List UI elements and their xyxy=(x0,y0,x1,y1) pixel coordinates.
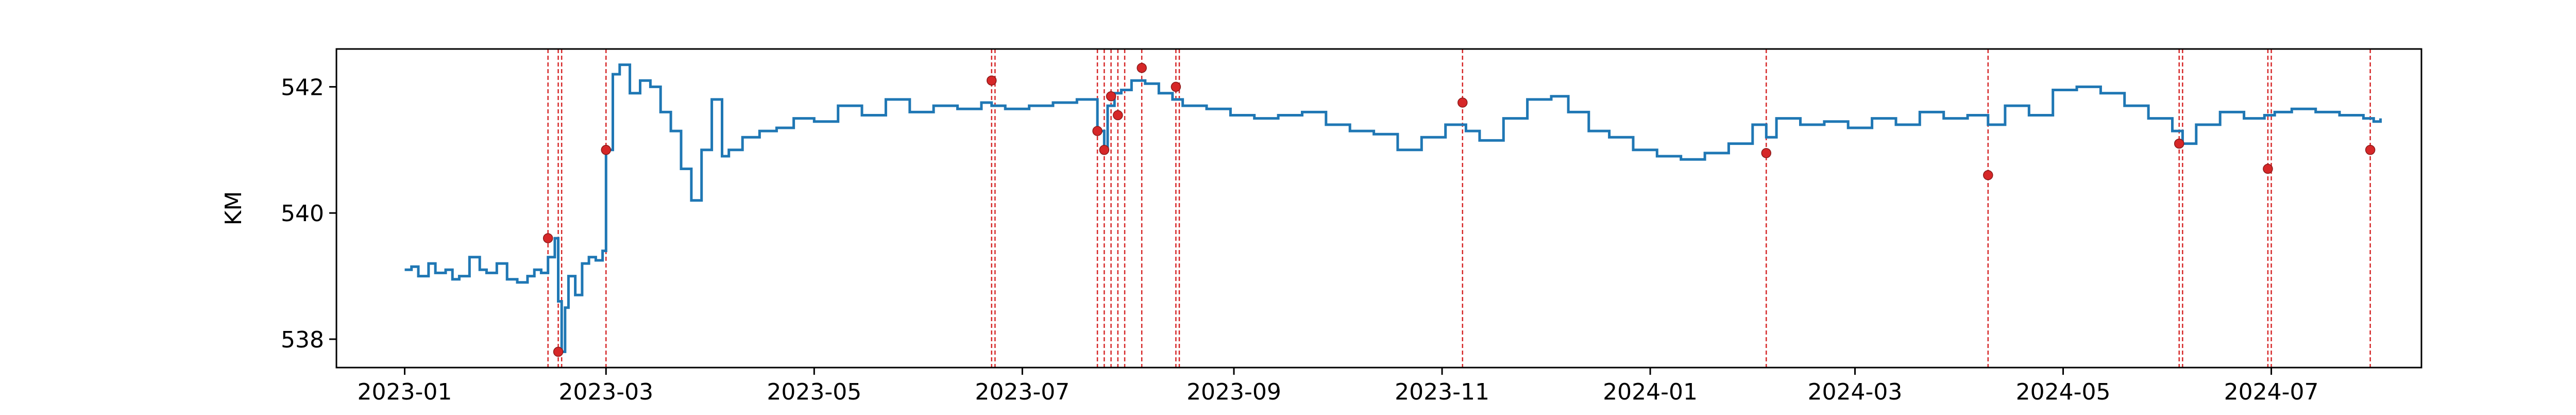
y-axis: 538 540 542 xyxy=(281,74,336,353)
x-tick-label: 2023-01 xyxy=(358,379,452,405)
x-tick-label: 2024-07 xyxy=(2224,379,2319,405)
event-marker xyxy=(1458,97,1468,108)
x-tick-label: 2024-03 xyxy=(1808,379,1903,405)
event-marker xyxy=(1761,148,1772,158)
event-marker xyxy=(2174,138,2184,149)
event-marker xyxy=(1983,170,1993,180)
x-tick-label: 2023-09 xyxy=(1187,379,1281,405)
event-vlines xyxy=(547,49,2371,368)
series-line xyxy=(404,63,2382,353)
event-marker xyxy=(553,346,564,357)
y-tick-label: 542 xyxy=(281,74,324,101)
series-layer xyxy=(404,63,2382,353)
x-tick-label: 2023-03 xyxy=(558,379,653,405)
event-markers xyxy=(543,62,2376,357)
x-tick-label: 2023-05 xyxy=(767,379,861,405)
event-marker xyxy=(1106,91,1116,102)
x-axis: 2023-01 2023-03 2023-05 2023-07 2023-09 2023-… xyxy=(358,368,2319,405)
event-marker xyxy=(1171,81,1181,92)
event-marker xyxy=(1099,145,1110,155)
event-marker xyxy=(1113,110,1123,121)
event-marker xyxy=(543,233,553,243)
x-tick-label: 2024-05 xyxy=(2016,379,2111,405)
y-tick-label: 538 xyxy=(281,327,324,353)
event-marker xyxy=(601,145,612,155)
event-marker xyxy=(1092,126,1103,136)
event-marker xyxy=(986,75,997,86)
x-tick-label: 2023-11 xyxy=(1395,379,1489,405)
x-tick-label: 2024-01 xyxy=(1603,379,1698,405)
plot-frame xyxy=(335,48,2422,369)
event-marker xyxy=(1137,62,1147,73)
y-tick-label: 540 xyxy=(281,201,324,227)
x-tick-label: 2023-07 xyxy=(975,379,1070,405)
y-axis-label: KM xyxy=(221,191,247,226)
event-marker xyxy=(2263,163,2273,174)
event-marker xyxy=(2365,145,2376,155)
